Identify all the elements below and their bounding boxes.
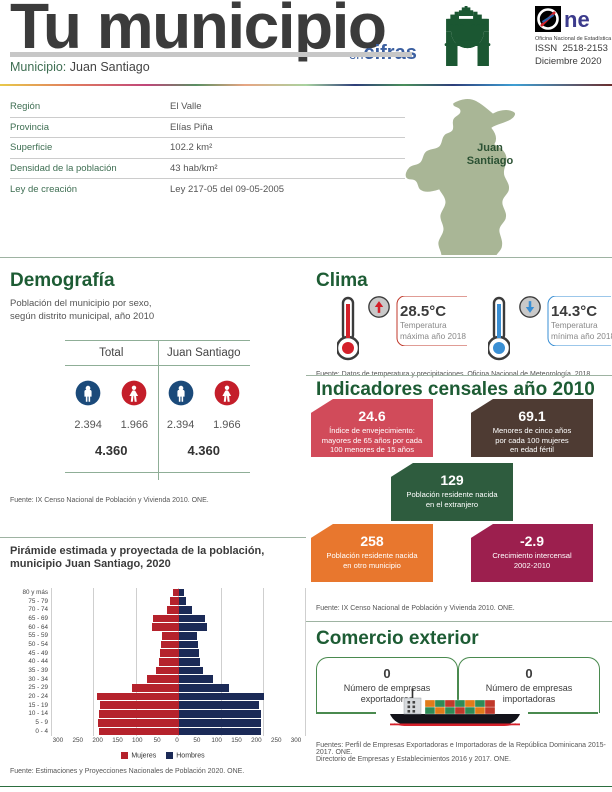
svg-text:ne: ne	[564, 7, 590, 32]
